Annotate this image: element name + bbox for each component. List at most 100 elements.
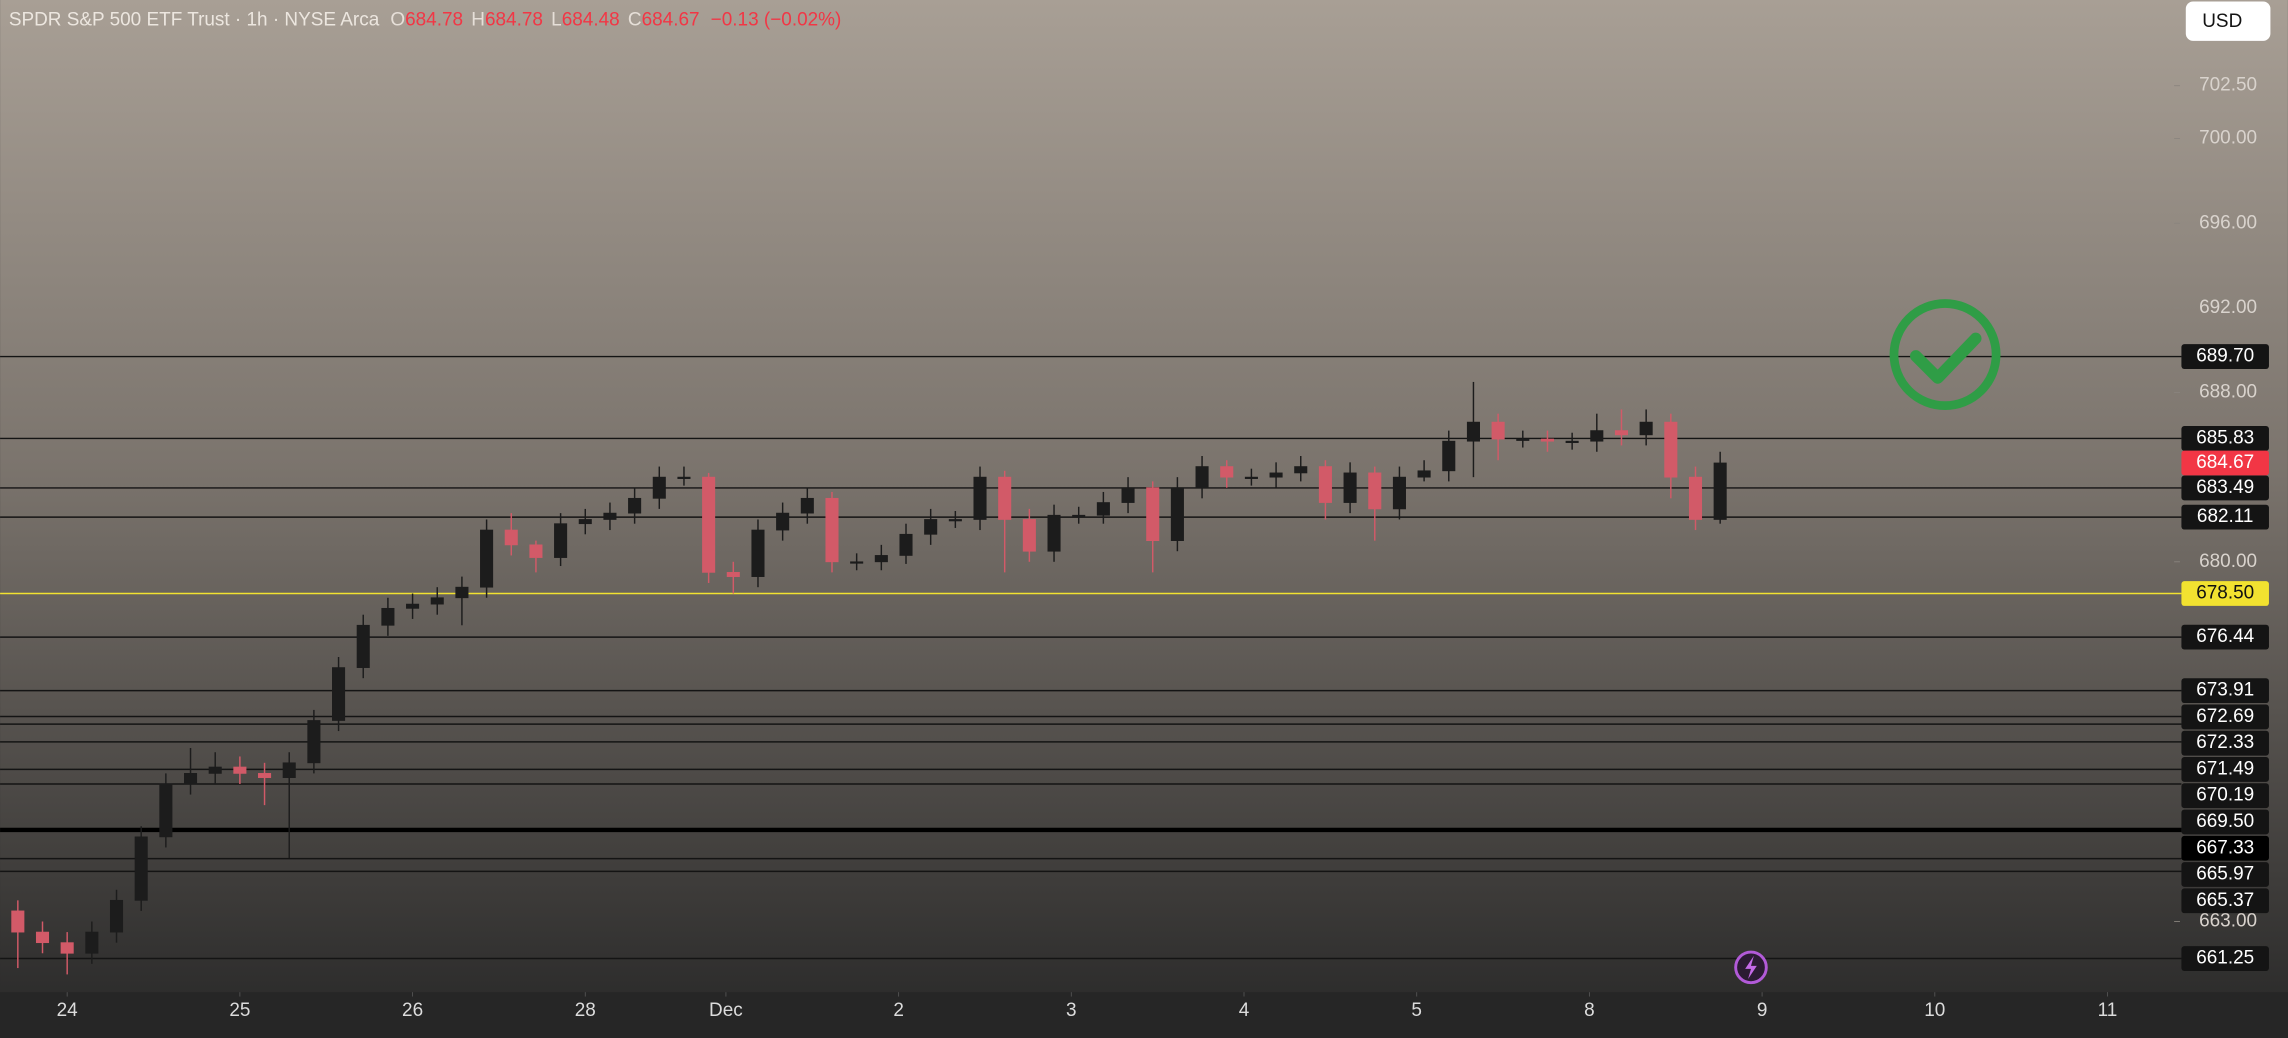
candle-body <box>159 783 173 838</box>
x-axis-band <box>0 992 2288 1038</box>
candle-body <box>751 529 765 577</box>
x-tick-label: 9 <box>1757 1000 1768 1021</box>
candle-body <box>85 931 99 954</box>
candle-body <box>1269 472 1283 478</box>
candle-body <box>406 603 420 609</box>
candle-body <box>282 762 296 778</box>
candle-body <box>1688 476 1703 520</box>
level-label: 665.97 <box>2196 864 2254 885</box>
candle-body <box>307 720 321 764</box>
axis-layer: 702.50 700.00 696.00 692.00 688.00 680.00 663.… <box>0 75 2288 1038</box>
candle-body <box>825 497 839 563</box>
candle-body <box>1121 487 1135 503</box>
candle-body <box>529 544 543 558</box>
candle-body <box>1294 466 1308 474</box>
y-tick-label: 696.00 <box>2199 212 2257 233</box>
y-tick-label: 688.00 <box>2199 382 2257 403</box>
header: SPDR S&P 500 ETF Trust · 1h · NYSE Arca … <box>9 9 842 30</box>
candle-body <box>702 476 716 573</box>
last-price-label: 684.67 <box>2196 452 2254 473</box>
candle-body <box>1195 466 1209 489</box>
candle-body <box>998 476 1012 520</box>
candle-body <box>924 519 938 535</box>
candle-body <box>652 476 666 499</box>
candle-body <box>11 910 25 933</box>
candle-body <box>356 624 370 668</box>
level-label-bg <box>2181 809 2269 835</box>
x-tick-label: 10 <box>1924 1000 1945 1021</box>
candle-body <box>726 572 740 577</box>
level-label-bg <box>2181 888 2269 914</box>
candle-body <box>1466 421 1480 442</box>
level-label: 672.33 <box>2196 732 2254 753</box>
x-tick-label: 3 <box>1066 1000 1077 1021</box>
level-label: 672.69 <box>2196 706 2254 727</box>
candle-body <box>899 533 913 556</box>
last-price-bg <box>2181 450 2269 476</box>
candle-body <box>109 899 124 933</box>
level-label-bg <box>2181 730 2269 756</box>
candle-body <box>1368 472 1382 510</box>
candle-body <box>1022 519 1036 552</box>
level-label: 676.44 <box>2196 626 2254 647</box>
candle-body <box>1639 421 1653 436</box>
level-label-bg <box>2181 504 2269 530</box>
candle-body <box>1244 476 1258 479</box>
candle-body <box>1614 430 1629 436</box>
candle-body <box>1072 514 1086 518</box>
level-label: 683.49 <box>2196 477 2254 498</box>
candle-body <box>1047 514 1061 552</box>
currency-button[interactable]: USD <box>2185 1 2271 41</box>
x-tick-label: Dec <box>709 1000 743 1021</box>
candle-body <box>35 931 50 944</box>
candle-body <box>208 766 222 774</box>
candle-body <box>628 497 642 514</box>
level-label: 678.50 <box>2196 583 2254 604</box>
currency-button-bg[interactable] <box>2185 1 2271 41</box>
candle-body <box>1417 470 1431 478</box>
level-label-bg <box>2181 678 2269 704</box>
candle-body <box>381 607 395 626</box>
ohlc-value: 684.48 <box>562 9 620 30</box>
level-label: 689.70 <box>2196 346 2254 367</box>
ohlc-label: O <box>390 9 405 30</box>
candle-body <box>1491 421 1505 440</box>
x-tick-label: 2 <box>893 1000 904 1021</box>
x-tick-label: 24 <box>57 1000 78 1021</box>
candle-body <box>776 512 790 531</box>
candle-body <box>1343 472 1357 503</box>
candle-body <box>1096 502 1110 516</box>
candle-body <box>233 766 247 774</box>
candle-body <box>800 497 814 514</box>
alert-bolt[interactable] <box>1745 955 1757 980</box>
candle-body <box>578 519 592 525</box>
candle-body <box>258 773 272 778</box>
candle-body <box>430 597 444 605</box>
candle-body <box>504 529 518 546</box>
candle-body <box>677 476 691 479</box>
candle-body <box>948 519 962 522</box>
check-circle <box>1889 299 2001 411</box>
alert-icon[interactable] <box>1734 950 1768 985</box>
candle-body <box>1392 476 1406 510</box>
candle-body <box>554 523 568 558</box>
level-label: 671.49 <box>2196 758 2254 779</box>
y-tick-label: 680.00 <box>2199 551 2257 572</box>
x-tick-label: 25 <box>229 1000 250 1021</box>
level-label-bg <box>2181 475 2269 501</box>
candle-body <box>1565 440 1579 444</box>
x-tick-label: 4 <box>1239 1000 1250 1021</box>
level-label: 665.37 <box>2196 890 2254 911</box>
level-label: 685.83 <box>2196 427 2254 448</box>
candle-body <box>1713 462 1727 520</box>
level-label-bg <box>2181 344 2269 369</box>
x-tick-label: 26 <box>402 1000 423 1021</box>
candle-body <box>603 512 617 520</box>
candle-body <box>455 586 469 599</box>
level-label: 661.25 <box>2196 948 2254 969</box>
level-label-bg <box>2181 581 2269 606</box>
currency-label[interactable]: USD <box>2202 11 2242 32</box>
